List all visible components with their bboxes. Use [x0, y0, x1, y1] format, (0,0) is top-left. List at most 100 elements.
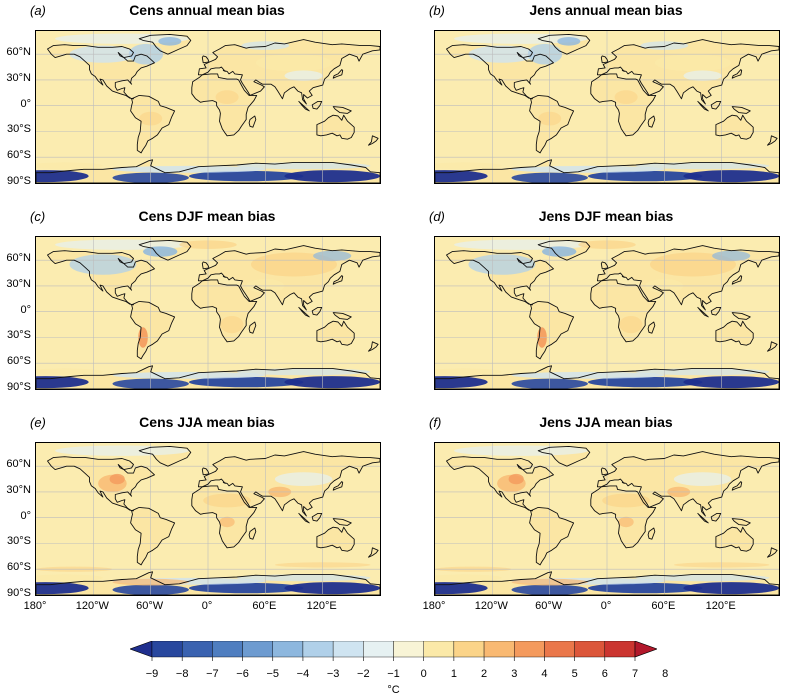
northamerica-coastline	[446, 456, 554, 512]
bias-anomaly	[650, 252, 736, 277]
africa-coastline	[590, 73, 657, 137]
eurasia-coastline	[596, 245, 779, 311]
latitude-label: 60°S	[7, 149, 31, 162]
latitude-label: 60°S	[7, 355, 31, 368]
madagascar-coastline	[647, 115, 656, 128]
japan-coastline	[731, 275, 743, 285]
temperature-bias-map	[35, 30, 381, 184]
panel-title: Jens DJF mean bias	[538, 208, 674, 224]
bias-anomaly	[69, 254, 137, 275]
bias-anomaly	[683, 70, 722, 81]
colorbar-segment	[181, 641, 213, 658]
australia-coastline	[715, 114, 754, 140]
japan-coastline	[731, 69, 743, 79]
bias-anomaly	[143, 246, 178, 257]
colorbar-segment	[363, 641, 394, 658]
colorbar-tick-label: 6	[601, 668, 608, 680]
latitude-label: 60°N	[6, 458, 31, 471]
northamerica-coastline	[446, 250, 554, 306]
latitude-label: 60°S	[7, 561, 31, 574]
colorbar-tick-label: 1	[450, 668, 457, 680]
colorbar-tick-label: −4	[296, 668, 310, 680]
australia-fill	[715, 321, 754, 346]
bias-anomaly	[683, 376, 779, 389]
northamerica-fill	[47, 250, 155, 305]
colorbar-tick-label: 8	[662, 668, 669, 680]
eurasia-coastline	[197, 245, 380, 311]
antarctica-coastline	[435, 159, 779, 183]
longitude-label: 120°W	[75, 600, 109, 612]
greenland-coastline	[138, 33, 192, 55]
bias-anomaly	[587, 376, 703, 388]
bias-anomaly	[468, 254, 536, 275]
longitude-label: 180°	[422, 600, 446, 612]
longitude-label: 0°	[600, 600, 612, 612]
southamerica-coastline	[130, 300, 176, 360]
uk-fill	[601, 467, 608, 475]
japan-coastline	[332, 275, 344, 285]
colorbar-tick-label: −1	[387, 668, 400, 680]
latitude-label: 90°S	[7, 587, 31, 599]
bias-anomaly	[614, 90, 638, 104]
australia-coastline	[316, 114, 355, 140]
panel-tag: (c)	[30, 209, 46, 224]
uk-coastline	[600, 467, 609, 476]
southamerica-coastline	[130, 506, 176, 566]
southamerica-coastline	[130, 94, 176, 154]
latitude-label: 0°	[20, 303, 31, 316]
bias-anomaly	[654, 54, 732, 72]
northamerica-fill	[47, 44, 155, 99]
africa-coastline	[191, 73, 258, 137]
colorbar-tick-label: 4	[541, 668, 548, 680]
newguinea-fill	[333, 106, 352, 114]
greenland-coastline	[138, 239, 192, 261]
greenland-coastline	[537, 33, 591, 55]
northamerica-coastline	[47, 44, 155, 100]
bias-anomaly	[618, 516, 634, 528]
bias-anomaly	[313, 250, 352, 262]
latitude-label: 60°N	[6, 252, 31, 265]
newzealand-coastline	[368, 341, 379, 352]
bias-anomaly	[683, 170, 779, 183]
madagascar-coastline	[248, 527, 257, 540]
madagascar-coastline	[647, 527, 656, 540]
panel-tag: (f)	[429, 415, 442, 430]
uk-fill	[202, 467, 209, 475]
southamerica-coastline	[529, 300, 575, 360]
latitude-label: 0°	[20, 97, 31, 110]
northamerica-fill	[446, 44, 554, 99]
indonesia-coastline	[697, 306, 709, 318]
temperature-bias-map	[434, 442, 780, 596]
bias-anomaly	[284, 582, 380, 595]
madagascar-coastline	[248, 115, 257, 128]
colorbar-segment	[453, 641, 485, 658]
latitude-label: 90°S	[7, 381, 31, 393]
newguinea-coastline	[731, 312, 751, 320]
latitude-label: 60°N	[6, 46, 31, 59]
uk-coastline	[600, 261, 609, 270]
colorbar-tick-label: −6	[236, 668, 249, 680]
indonesia-coastline	[697, 512, 709, 524]
longitude-label: 120°E	[306, 600, 337, 612]
bias-anomaly	[435, 574, 502, 582]
panel-tag: (b)	[429, 3, 445, 18]
antarctica-coastline	[435, 571, 779, 595]
panel-tag: (e)	[30, 415, 46, 430]
bias-anomaly	[255, 54, 333, 72]
greenland-coastline	[138, 445, 192, 467]
bias-anomaly	[203, 493, 252, 508]
bias-anomaly	[215, 90, 239, 104]
africa-coastline	[191, 279, 258, 343]
borneo-fill	[711, 101, 721, 110]
latitude-label: 30°S	[7, 123, 31, 136]
madagascar-fill	[648, 116, 655, 128]
temperature-bias-map	[35, 236, 381, 390]
latitude-label: 30°S	[7, 329, 31, 342]
bias-anomaly	[673, 472, 732, 486]
bias-anomaly	[219, 516, 235, 528]
colorbar-min-extension	[130, 641, 153, 658]
colorbar-segment	[151, 641, 183, 658]
southamerica-fill	[130, 507, 175, 565]
antarctica-coastline	[36, 365, 380, 389]
newzealand-coastline	[368, 135, 379, 146]
